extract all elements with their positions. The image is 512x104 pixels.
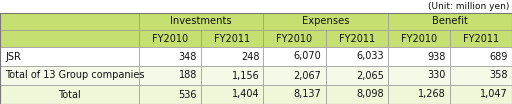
Text: 8,137: 8,137 bbox=[294, 90, 322, 100]
Bar bbox=[388, 13, 512, 30]
Bar bbox=[388, 85, 450, 104]
Bar bbox=[450, 30, 512, 47]
Text: 8,098: 8,098 bbox=[356, 90, 383, 100]
Text: 1,047: 1,047 bbox=[480, 90, 508, 100]
Text: (Unit: million yen): (Unit: million yen) bbox=[428, 2, 509, 11]
Bar bbox=[263, 47, 326, 66]
Bar bbox=[201, 85, 263, 104]
Text: 536: 536 bbox=[179, 90, 197, 100]
Text: Benefit: Benefit bbox=[432, 17, 468, 27]
Text: Total of 13 Group companies: Total of 13 Group companies bbox=[5, 71, 144, 80]
Text: 689: 689 bbox=[489, 51, 508, 61]
Text: 358: 358 bbox=[489, 71, 508, 80]
Bar bbox=[0, 47, 139, 66]
Text: FY2011: FY2011 bbox=[214, 33, 250, 43]
Bar bbox=[139, 13, 263, 30]
Text: 248: 248 bbox=[241, 51, 260, 61]
Bar bbox=[0, 30, 139, 47]
Text: 6,070: 6,070 bbox=[294, 51, 322, 61]
Text: JSR: JSR bbox=[5, 51, 21, 61]
Bar bbox=[139, 30, 201, 47]
Bar bbox=[450, 85, 512, 104]
Bar bbox=[201, 66, 263, 85]
Text: 330: 330 bbox=[428, 71, 446, 80]
Text: 2,065: 2,065 bbox=[356, 71, 383, 80]
Bar bbox=[139, 85, 201, 104]
Bar bbox=[263, 30, 326, 47]
Bar bbox=[450, 47, 512, 66]
Bar bbox=[388, 30, 450, 47]
Text: 6,033: 6,033 bbox=[356, 51, 383, 61]
Text: Expenses: Expenses bbox=[302, 17, 349, 27]
Text: 938: 938 bbox=[428, 51, 446, 61]
Bar bbox=[0, 13, 512, 104]
Bar bbox=[450, 66, 512, 85]
Text: FY2011: FY2011 bbox=[338, 33, 375, 43]
Text: Total: Total bbox=[58, 90, 81, 100]
Bar bbox=[0, 85, 139, 104]
Text: FY2010: FY2010 bbox=[276, 33, 312, 43]
Text: 188: 188 bbox=[179, 71, 197, 80]
Bar bbox=[326, 30, 388, 47]
Text: Investments: Investments bbox=[170, 17, 232, 27]
Text: 1,156: 1,156 bbox=[231, 71, 260, 80]
Bar bbox=[0, 0, 512, 13]
Bar bbox=[326, 85, 388, 104]
Text: 1,268: 1,268 bbox=[418, 90, 446, 100]
Text: 348: 348 bbox=[179, 51, 197, 61]
Bar bbox=[388, 66, 450, 85]
Bar bbox=[139, 47, 201, 66]
Bar bbox=[139, 66, 201, 85]
Bar bbox=[201, 47, 263, 66]
Bar bbox=[0, 66, 139, 85]
Bar bbox=[263, 13, 388, 30]
Bar bbox=[0, 13, 139, 30]
Text: FY2011: FY2011 bbox=[463, 33, 499, 43]
Bar bbox=[263, 85, 326, 104]
Bar bbox=[326, 47, 388, 66]
Bar bbox=[388, 47, 450, 66]
Bar bbox=[201, 30, 263, 47]
Bar bbox=[263, 66, 326, 85]
Bar bbox=[326, 66, 388, 85]
Text: 1,404: 1,404 bbox=[232, 90, 260, 100]
Text: FY2010: FY2010 bbox=[401, 33, 437, 43]
Text: FY2010: FY2010 bbox=[152, 33, 188, 43]
Text: 2,067: 2,067 bbox=[293, 71, 322, 80]
